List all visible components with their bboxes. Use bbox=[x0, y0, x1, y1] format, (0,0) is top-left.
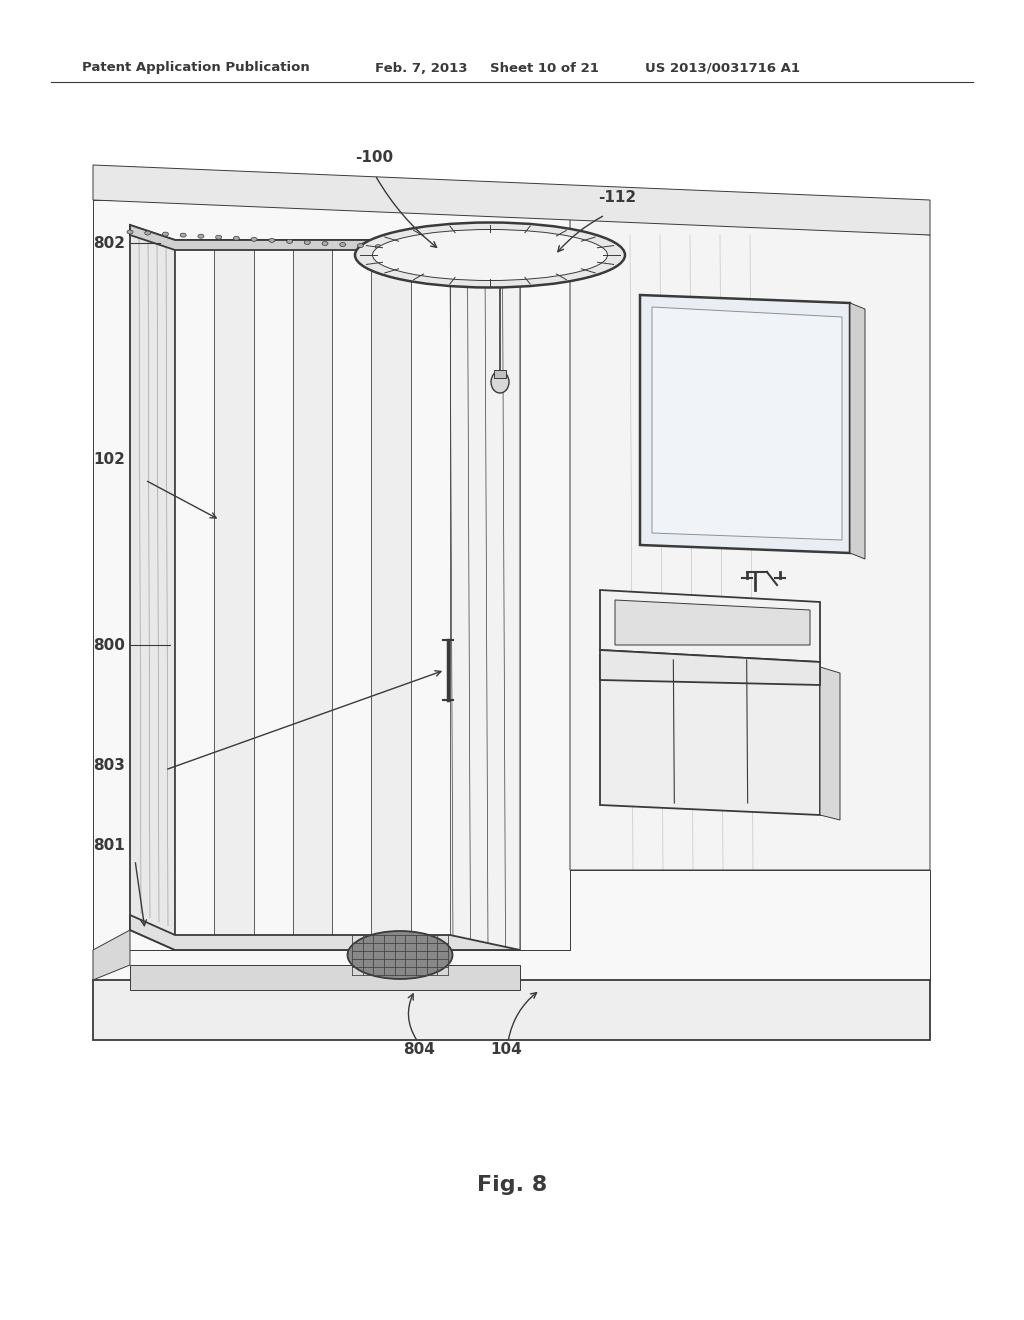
Polygon shape bbox=[93, 870, 930, 979]
Ellipse shape bbox=[375, 244, 381, 248]
Ellipse shape bbox=[464, 249, 470, 253]
Bar bbox=[254, 240, 293, 950]
Ellipse shape bbox=[446, 248, 452, 253]
Polygon shape bbox=[600, 649, 820, 685]
Ellipse shape bbox=[373, 230, 607, 281]
Polygon shape bbox=[93, 931, 130, 979]
Bar bbox=[332, 240, 372, 950]
Polygon shape bbox=[130, 224, 175, 950]
Ellipse shape bbox=[163, 232, 169, 236]
Text: 800: 800 bbox=[93, 638, 125, 652]
Ellipse shape bbox=[428, 248, 434, 252]
Polygon shape bbox=[615, 601, 810, 645]
Text: US 2013/0031716 A1: US 2013/0031716 A1 bbox=[645, 62, 800, 74]
Polygon shape bbox=[600, 655, 820, 814]
Ellipse shape bbox=[198, 234, 204, 238]
Polygon shape bbox=[450, 240, 520, 950]
Ellipse shape bbox=[500, 252, 505, 256]
Text: 802: 802 bbox=[93, 235, 125, 251]
Bar bbox=[411, 240, 450, 950]
Ellipse shape bbox=[347, 931, 453, 979]
Text: -112: -112 bbox=[598, 190, 636, 206]
Bar bbox=[293, 240, 332, 950]
Bar bbox=[372, 240, 411, 950]
Text: 102: 102 bbox=[93, 453, 125, 467]
Text: 801: 801 bbox=[93, 837, 125, 853]
Polygon shape bbox=[93, 165, 930, 235]
Text: 804: 804 bbox=[403, 1043, 435, 1057]
Ellipse shape bbox=[233, 236, 240, 240]
Ellipse shape bbox=[269, 239, 274, 243]
Ellipse shape bbox=[411, 247, 417, 251]
Ellipse shape bbox=[393, 246, 399, 249]
Polygon shape bbox=[640, 294, 850, 553]
Polygon shape bbox=[600, 590, 820, 663]
Ellipse shape bbox=[322, 242, 328, 246]
Ellipse shape bbox=[144, 231, 151, 235]
Polygon shape bbox=[820, 667, 840, 820]
Ellipse shape bbox=[355, 223, 625, 288]
Bar bbox=[214, 240, 254, 950]
Ellipse shape bbox=[251, 238, 257, 242]
Text: 104: 104 bbox=[490, 1043, 522, 1057]
Text: -100: -100 bbox=[355, 150, 393, 165]
Text: Fig. 8: Fig. 8 bbox=[477, 1175, 547, 1195]
Ellipse shape bbox=[127, 230, 133, 234]
Polygon shape bbox=[450, 240, 520, 950]
Bar bbox=[175, 240, 214, 950]
Ellipse shape bbox=[287, 239, 293, 243]
Polygon shape bbox=[130, 965, 520, 990]
Ellipse shape bbox=[180, 234, 186, 238]
Polygon shape bbox=[130, 915, 520, 950]
Ellipse shape bbox=[304, 240, 310, 244]
Polygon shape bbox=[570, 201, 930, 870]
Text: 803: 803 bbox=[93, 758, 125, 772]
Bar bbox=[175, 240, 450, 950]
Bar bbox=[494, 370, 506, 378]
Text: Sheet 10 of 21: Sheet 10 of 21 bbox=[490, 62, 599, 74]
Polygon shape bbox=[93, 201, 570, 950]
Polygon shape bbox=[850, 304, 865, 558]
Ellipse shape bbox=[490, 371, 509, 393]
Ellipse shape bbox=[481, 251, 487, 255]
Text: Feb. 7, 2013: Feb. 7, 2013 bbox=[375, 62, 468, 74]
Polygon shape bbox=[130, 224, 520, 265]
Polygon shape bbox=[652, 308, 842, 540]
Polygon shape bbox=[93, 979, 930, 1040]
Ellipse shape bbox=[216, 235, 221, 239]
Ellipse shape bbox=[357, 244, 364, 248]
Ellipse shape bbox=[340, 243, 346, 247]
Text: Patent Application Publication: Patent Application Publication bbox=[82, 62, 309, 74]
